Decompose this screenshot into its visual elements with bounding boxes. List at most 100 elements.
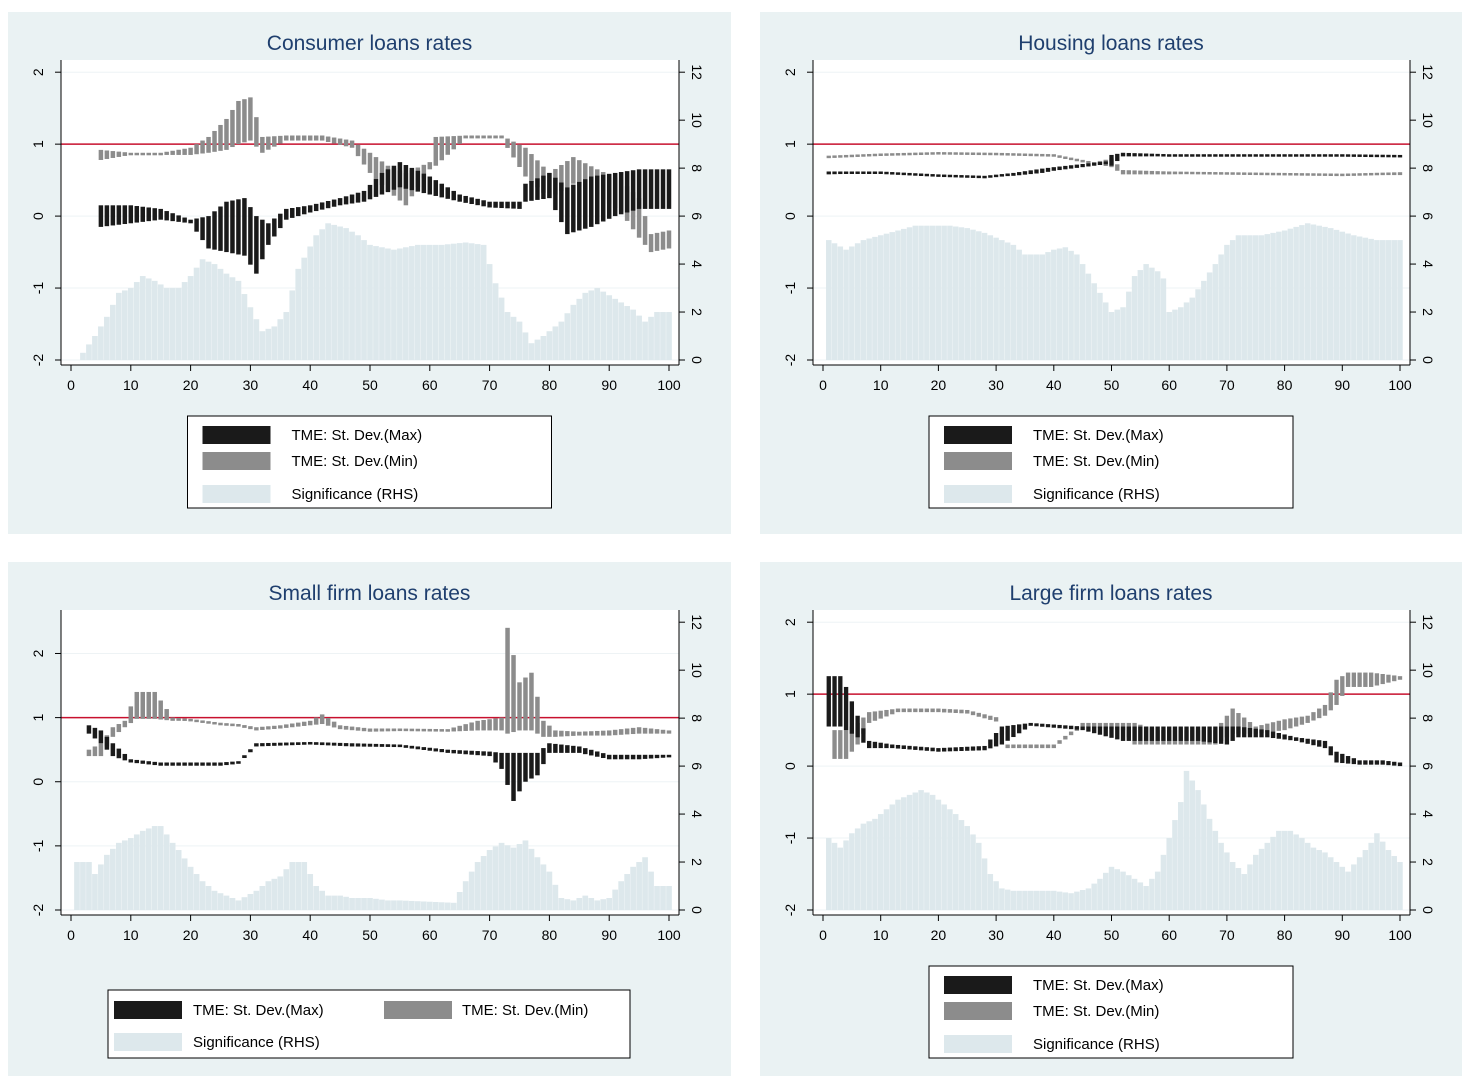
max-range-bar: [1282, 154, 1287, 157]
min-range-bar: [1045, 154, 1051, 157]
min-range-bar: [1392, 172, 1397, 176]
significance-bar: [958, 820, 965, 910]
max-range-bar: [913, 173, 918, 176]
max-range-bar: [1040, 168, 1045, 173]
significance-bar: [498, 842, 505, 910]
min-range-bar: [1213, 172, 1218, 175]
significance-bar: [1328, 857, 1334, 910]
min-range-bar: [140, 691, 146, 719]
max-range-bar: [367, 743, 373, 747]
min-range-bar: [1080, 159, 1085, 163]
y-right-tick-label: 12: [689, 614, 705, 630]
max-range-bar: [1063, 725, 1068, 729]
y-right-tick-label: 4: [1420, 260, 1436, 268]
significance-bar: [444, 244, 451, 360]
max-range-bar: [260, 743, 265, 747]
significance-bar: [883, 809, 890, 910]
min-range-bar: [913, 708, 918, 713]
max-range-bar: [541, 175, 546, 200]
significance-bar: [139, 830, 146, 910]
max-range-bar: [636, 169, 642, 209]
x-tick-label: 100: [1388, 377, 1412, 393]
legend-label: TME: St. Dev.(Max): [1033, 977, 1164, 994]
max-range-bar: [295, 742, 301, 745]
min-range-bar: [517, 144, 522, 167]
y-right-tick-label: 10: [1420, 662, 1436, 678]
significance-bar: [546, 871, 553, 910]
max-range-bar: [86, 725, 92, 734]
x-tick-label: 50: [362, 927, 378, 943]
significance-bar: [241, 294, 248, 360]
y-right-tick-label: 2: [689, 308, 705, 316]
min-range-bar: [439, 729, 445, 732]
min-range-bar: [1080, 722, 1085, 727]
min-range-bar: [648, 728, 654, 734]
min-range-bar: [861, 154, 866, 157]
max-range-bar: [1120, 152, 1126, 157]
min-range-bar: [1155, 171, 1160, 175]
max-range-bar: [1293, 737, 1299, 741]
significance-bar: [1310, 224, 1317, 360]
max-range-bar: [104, 736, 110, 750]
x-tick-label: 90: [1335, 927, 1351, 943]
legend-label: Significance (RHS): [1033, 486, 1160, 503]
max-range-bar: [583, 748, 588, 755]
significance-bar: [391, 900, 397, 910]
y-right-tick-label: 0: [689, 356, 705, 364]
max-range-bar: [1374, 760, 1380, 765]
significance-bar: [157, 284, 164, 360]
significance-bar: [1299, 225, 1305, 360]
max-range-bar: [313, 203, 319, 212]
y-right-tick-label: 2: [689, 858, 705, 866]
significance-bar: [337, 226, 343, 360]
min-range-bar: [988, 715, 993, 720]
min-range-bar: [164, 709, 169, 721]
max-range-bar: [1253, 728, 1258, 738]
significance-bar: [127, 838, 134, 910]
significance-bar: [253, 890, 260, 910]
y-left-tick-label: 0: [782, 762, 798, 770]
min-range-bar: [959, 709, 964, 714]
significance-bar: [373, 898, 379, 910]
min-range-bar: [505, 138, 510, 148]
min-range-bar: [1259, 172, 1264, 176]
min-range-bar: [469, 135, 474, 139]
significance-bar: [1241, 235, 1247, 360]
min-range-bar: [1392, 675, 1397, 682]
max-range-bar: [624, 171, 630, 213]
significance-bar: [1062, 892, 1069, 910]
max-range-bar: [1011, 725, 1016, 738]
min-range-bar: [1317, 708, 1322, 719]
legend-label: TME: St. Dev.(Min): [1033, 1003, 1159, 1020]
significance-bar: [265, 328, 272, 360]
min-range-bar: [122, 720, 128, 728]
max-range-bar: [618, 172, 624, 215]
min-range-bar: [993, 717, 999, 722]
significance-bar: [1385, 850, 1392, 910]
max-range-bar: [648, 754, 654, 759]
min-range-bar: [1068, 731, 1074, 736]
significance-bar: [866, 821, 872, 910]
max-range-bar: [385, 169, 391, 193]
chart-title: Large firm loans rates: [1009, 582, 1212, 605]
significance-bar: [1270, 836, 1276, 910]
max-range-bar: [577, 181, 582, 231]
significance-bar: [259, 331, 266, 360]
max-range-bar: [1126, 152, 1131, 157]
min-range-bar: [1086, 722, 1091, 728]
max-range-bar: [1305, 154, 1310, 157]
x-tick-label: 0: [819, 927, 827, 943]
legend-label: TME: St. Dev.(Min): [292, 453, 418, 470]
min-range-bar: [176, 149, 181, 155]
min-range-bar: [499, 135, 504, 139]
max-range-bar: [367, 184, 373, 200]
y-right-tick-label: 4: [689, 810, 705, 818]
significance-bar: [1091, 883, 1097, 910]
min-range-bar: [248, 97, 253, 141]
significance-bar: [866, 238, 872, 360]
max-range-bar: [290, 208, 295, 218]
significance-bar: [1108, 866, 1115, 910]
significance-bar: [558, 898, 565, 910]
significance-bar: [1258, 848, 1265, 910]
